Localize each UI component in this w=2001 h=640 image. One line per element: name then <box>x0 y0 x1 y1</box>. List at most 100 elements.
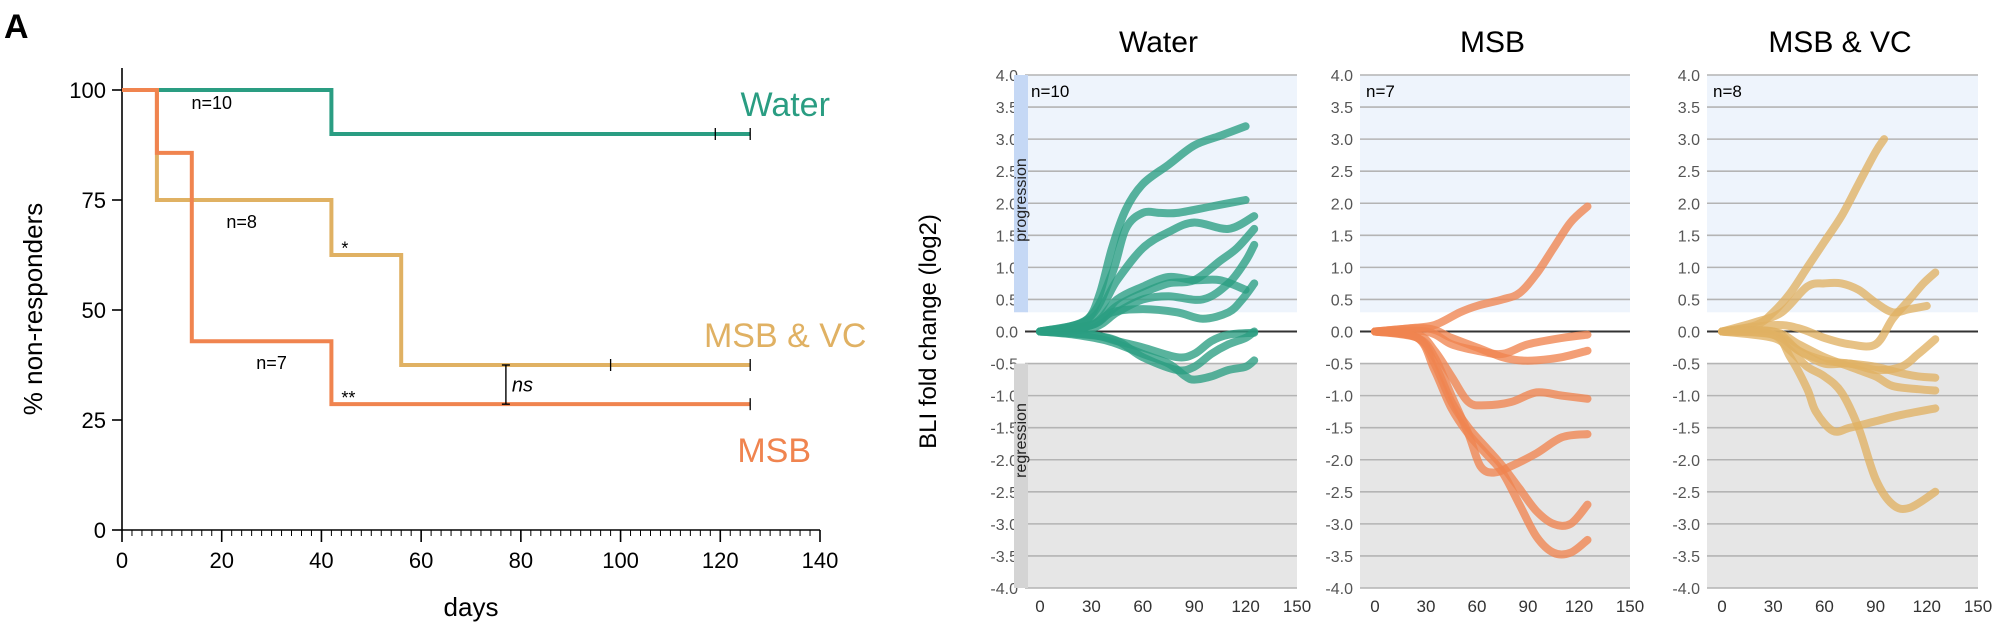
bli-y-tick-label: 3.0 <box>1678 132 1700 149</box>
bli-regression-tag <box>1014 363 1028 588</box>
bli-y-tick-label: -1.5 <box>1325 421 1353 438</box>
bli-progression-band <box>1360 75 1630 313</box>
bli-y-tick-label: -1.5 <box>1672 421 1700 438</box>
km-series-line <box>122 88 751 367</box>
bli-x-tick-label: 90 <box>1185 597 1204 616</box>
bli-x-tick-label: 60 <box>1133 597 1152 616</box>
bli-y-tick-label: 2.0 <box>1331 196 1353 213</box>
bli-x-tick-label: 0 <box>1035 597 1044 616</box>
bli-y-tick-label: 3.5 <box>1331 100 1353 117</box>
bli-y-tick-label: 3.0 <box>1331 132 1353 149</box>
km-significance-label: * <box>341 238 348 258</box>
bli-y-tick-label: 0.5 <box>1331 292 1353 309</box>
bli-y-tick-label: 2.0 <box>996 196 1018 213</box>
bli-y-tick-label: 4.0 <box>1331 68 1353 85</box>
bli-y-tick-label: 2.5 <box>996 164 1018 181</box>
bli-progression-band <box>1025 75 1297 313</box>
bli-regression-band <box>1025 363 1297 588</box>
bli-panel-title: Water <box>1119 26 1198 59</box>
bli-y-tick-label: 1.5 <box>1331 228 1353 245</box>
bli-x-tick-label: 120 <box>1231 597 1259 616</box>
bli-y-tick-label: 1.5 <box>996 228 1018 245</box>
bli-y-tick-label: -1.0 <box>1672 389 1700 406</box>
bli-x-tick-label: 30 <box>1082 597 1101 616</box>
bli-y-tick-label: 3.0 <box>996 132 1018 149</box>
bli-x-tick-label: 0 <box>1370 597 1379 616</box>
bli-y-tick-label: -2.5 <box>990 485 1018 502</box>
bli-trajectory-line <box>1036 212 1259 336</box>
km-series-line <box>122 88 751 407</box>
km-x-tick-label: 140 <box>802 548 839 573</box>
km-series-line <box>122 88 751 136</box>
km-series-name: MSB & VC <box>704 317 866 355</box>
km-n-label: n=10 <box>191 93 232 113</box>
bli-y-tick-label: 4.0 <box>1678 68 1700 85</box>
bli-y-tick-label: 2.5 <box>1678 164 1700 181</box>
bli-x-tick-label: 60 <box>1468 597 1487 616</box>
bli-y-tick-label: 0.0 <box>1678 325 1700 342</box>
bli-progression-label: progression <box>1013 158 1030 242</box>
bli-y-tick-label: 3.5 <box>1678 100 1700 117</box>
bli-x-tick-label: 0 <box>1717 597 1726 616</box>
bli-y-tick-label: 1.0 <box>996 260 1018 277</box>
bli-trajectory-line <box>1718 326 1940 395</box>
bli-x-tick-label: 30 <box>1417 597 1436 616</box>
bli-progression-band <box>1707 75 1978 313</box>
bli-y-tick-label: -4.0 <box>990 581 1018 598</box>
km-significance-label: ** <box>341 388 355 408</box>
km-series-name: Water <box>740 86 829 124</box>
km-n-label: n=7 <box>256 353 287 373</box>
bli-y-tick-label: -2.0 <box>990 453 1018 470</box>
bli-y-tick-label: 1.5 <box>1678 228 1700 245</box>
bli-y-tick-label: 0.0 <box>1331 325 1353 342</box>
bli-y-tick-label: 0.5 <box>996 292 1018 309</box>
km-x-tick-label: 20 <box>209 548 233 573</box>
km-x-axis-label: days <box>444 592 499 622</box>
bli-n-label: n=8 <box>1713 82 1742 101</box>
bli-panel-title: MSB <box>1460 26 1525 59</box>
bli-trajectory-line <box>1718 268 1940 351</box>
bli-y-tick-label: 4.0 <box>996 68 1018 85</box>
bli-y-axis-label: BLI fold change (log2) <box>915 214 942 449</box>
km-n-label: n=8 <box>226 212 257 232</box>
km-x-tick-label: 100 <box>602 548 639 573</box>
bli-trajectory-line <box>1036 327 1259 375</box>
bli-x-tick-label: 120 <box>1913 597 1941 616</box>
bli-x-tick-label: 150 <box>1616 597 1644 616</box>
bli-y-tick-label: 2.0 <box>1678 196 1700 213</box>
bli-y-tick-label: 1.0 <box>1678 260 1700 277</box>
bli-x-tick-label: 150 <box>1964 597 1992 616</box>
bli-y-tick-label: -2.0 <box>1672 453 1700 470</box>
bli-x-tick-label: 60 <box>1815 597 1834 616</box>
bli-trajectory-line <box>1036 279 1259 336</box>
km-y-axis-label: % non-responders <box>18 203 48 415</box>
bli-y-tick-label: -0.5 <box>990 357 1018 374</box>
bli-y-tick-label: -2.0 <box>1325 453 1353 470</box>
bli-y-tick-label: 1.0 <box>1331 260 1353 277</box>
bli-y-tick-label: -3.0 <box>1672 517 1700 534</box>
bli-y-tick-label: -3.5 <box>1325 549 1353 566</box>
bli-y-tick-label: -3.5 <box>990 549 1018 566</box>
bli-x-tick-label: 150 <box>1283 597 1311 616</box>
bli-y-tick-label: -3.5 <box>1672 549 1700 566</box>
bli-y-tick-label: 0.5 <box>1678 292 1700 309</box>
km-y-tick-label: 100 <box>69 78 106 103</box>
bli-progression-tag <box>1014 75 1028 313</box>
bli-y-tick-label: -0.5 <box>1325 357 1353 374</box>
bli-trajectory-line <box>1371 326 1592 359</box>
bli-y-tick-label: -2.5 <box>1672 485 1700 502</box>
km-x-tick-label: 120 <box>702 548 739 573</box>
km-y-tick-label: 50 <box>82 298 106 323</box>
bli-y-tick-label: -4.0 <box>1672 581 1700 598</box>
bli-y-tick-label: -1.0 <box>990 389 1018 406</box>
bli-y-tick-label: -2.5 <box>1325 485 1353 502</box>
km-step-chart: 0 20 40 60 80 100 120 140 0 25 50 75 100 days % non-re… <box>18 68 866 622</box>
km-series-name: MSB <box>737 432 811 470</box>
bli-x-tick-label: 30 <box>1764 597 1783 616</box>
bli-y-tick-label: 2.5 <box>1331 164 1353 181</box>
bli-y-tick-label: -4.0 <box>1325 581 1353 598</box>
km-x-tick-label: 40 <box>309 548 333 573</box>
bli-y-tick-label: 0.0 <box>996 325 1018 342</box>
bli-small-multiples: BLI fold change (log2) 4.0 3.5 3.0 2.5 2.0 1.5… <box>915 26 1992 616</box>
